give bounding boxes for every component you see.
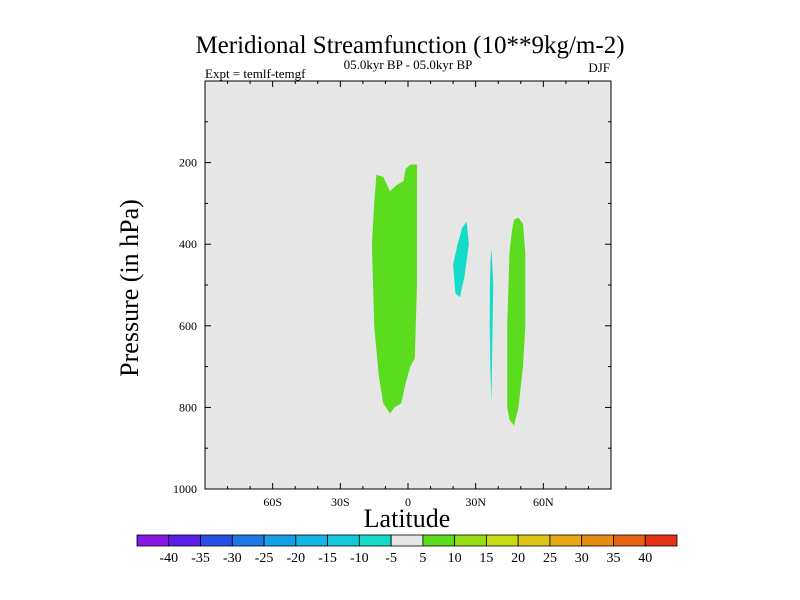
axis-ticks: 60S 30S 0 30N 60N 200 400 600 800 1000 [173, 81, 611, 509]
x-tick-label: 60S [263, 495, 282, 509]
colorbar-label: -10 [350, 551, 369, 566]
chart-title: Meridional Streamfunction (10**9kg/m-2) [195, 32, 624, 59]
colorbar-label: -15 [318, 551, 337, 566]
y-axis-label: Pressure (in hPa) [115, 199, 144, 377]
colorbar-swatch [327, 534, 360, 547]
colorbar-swatch [295, 534, 328, 547]
contour-positive-5-10-cell-a [371, 164, 417, 414]
colorbar-label: -30 [223, 551, 242, 566]
colorbar-label: 5 [419, 551, 426, 566]
x-tick-label: 0 [405, 495, 411, 509]
colorbar-label: 25 [543, 551, 557, 566]
colorbar-swatch [644, 534, 678, 547]
colorbar-swatch [390, 534, 424, 547]
y-tick-label: 200 [179, 156, 197, 170]
contour-positive-5-10-cell-b [507, 217, 526, 426]
colorbar-swatch [136, 534, 170, 547]
colorbar-swatch [517, 534, 551, 547]
colorbar-label: -40 [159, 551, 178, 566]
colorbar-label: -35 [191, 551, 210, 566]
contour-negative-5-10-cell-b [489, 248, 494, 404]
colorbar-label: 35 [606, 551, 620, 566]
period-label: 05.0kyr BP - 05.0kyr BP [344, 57, 473, 72]
colorbar-label: 15 [479, 551, 493, 566]
colorbar-swatch [422, 534, 456, 547]
y-tick-label: 400 [179, 237, 197, 251]
colorbar-swatch [486, 534, 519, 547]
colorbar-label: -20 [286, 551, 305, 566]
colorbar-swatch [613, 534, 646, 547]
experiment-label: Expt = temlf-temgf [205, 66, 306, 81]
colorbar-label: 20 [511, 551, 525, 566]
colorbar-swatch [231, 534, 265, 547]
colorbar-swatch [454, 534, 487, 547]
colorbar-label: 40 [638, 551, 652, 566]
colorbar-swatch [549, 534, 583, 547]
y-tick-label: 600 [179, 319, 197, 333]
colorbar: -40 -35 -30 -25 -20 -15 -10 -5 5 10 15 20 25 30 35 40 [136, 534, 678, 566]
contour-regions [371, 164, 526, 426]
x-axis-label: Latitude [364, 504, 451, 533]
y-tick-label: 1000 [173, 482, 197, 496]
x-tick-label: 60N [533, 495, 554, 509]
colorbar-label: -25 [255, 551, 274, 566]
colorbar-swatch [263, 534, 297, 547]
x-tick-label: 30N [465, 495, 486, 509]
colorbar-swatch [168, 534, 201, 547]
colorbar-swatch [200, 534, 233, 547]
y-tick-label: 800 [179, 400, 197, 414]
contour-negative-5-10-cell-a [453, 221, 469, 298]
x-tick-label: 30S [331, 495, 350, 509]
colorbar-swatch [581, 534, 614, 547]
season-label: DJF [588, 60, 610, 75]
colorbar-swatch [358, 534, 392, 547]
colorbar-label: -5 [385, 551, 397, 566]
colorbar-label: 30 [575, 551, 589, 566]
colorbar-label: 10 [448, 551, 462, 566]
